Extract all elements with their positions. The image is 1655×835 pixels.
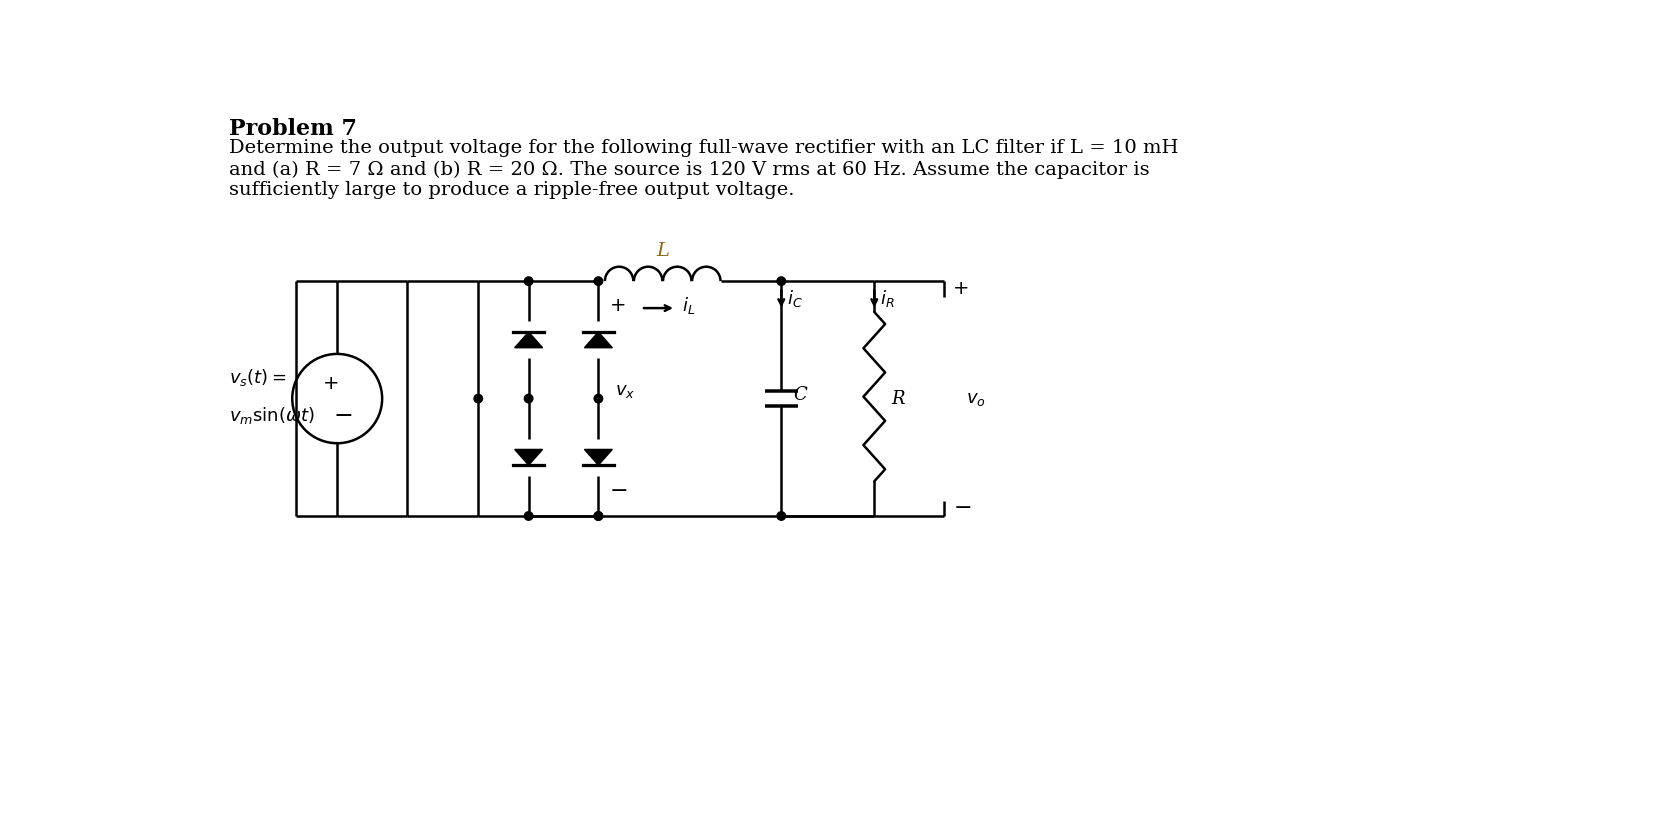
Text: $v_m \sin(\omega t)$: $v_m \sin(\omega t)$ <box>228 405 314 426</box>
Polygon shape <box>515 332 543 347</box>
Circle shape <box>525 394 533 402</box>
Circle shape <box>776 512 784 520</box>
Text: −: − <box>609 481 629 501</box>
Circle shape <box>473 394 482 402</box>
Text: −: − <box>953 498 971 519</box>
Text: $i_C$: $i_C$ <box>788 288 803 309</box>
Text: $v_x$: $v_x$ <box>616 382 636 400</box>
Text: $i_R$: $i_R$ <box>880 288 894 309</box>
Text: +: + <box>323 374 339 392</box>
Text: −: − <box>333 403 353 428</box>
Text: +: + <box>609 296 626 316</box>
Text: sufficiently large to produce a ripple-free output voltage.: sufficiently large to produce a ripple-f… <box>228 181 794 199</box>
Circle shape <box>594 512 602 520</box>
Polygon shape <box>515 449 543 465</box>
Circle shape <box>776 277 784 286</box>
Polygon shape <box>584 332 612 347</box>
Polygon shape <box>584 449 612 465</box>
Circle shape <box>594 277 602 286</box>
Circle shape <box>594 394 602 402</box>
Text: R: R <box>890 390 904 407</box>
Text: $v_o$: $v_o$ <box>965 390 985 407</box>
Text: $v_s(t) =$: $v_s(t) =$ <box>228 367 286 387</box>
Circle shape <box>525 277 533 286</box>
Text: Problem 7: Problem 7 <box>228 118 356 140</box>
Circle shape <box>525 512 533 520</box>
Text: Determine the output voltage for the following full-wave rectifier with an LC fi: Determine the output voltage for the fol… <box>228 139 1177 158</box>
Text: and (a) R = 7 Ω and (b) R = 20 Ω. The source is 120 V rms at 60 Hz. Assume the c: and (a) R = 7 Ω and (b) R = 20 Ω. The so… <box>228 160 1149 179</box>
Text: L: L <box>655 241 669 260</box>
Text: +: + <box>953 280 970 298</box>
Text: C: C <box>793 386 808 404</box>
Circle shape <box>594 512 602 520</box>
Text: $i_L$: $i_L$ <box>682 296 695 316</box>
